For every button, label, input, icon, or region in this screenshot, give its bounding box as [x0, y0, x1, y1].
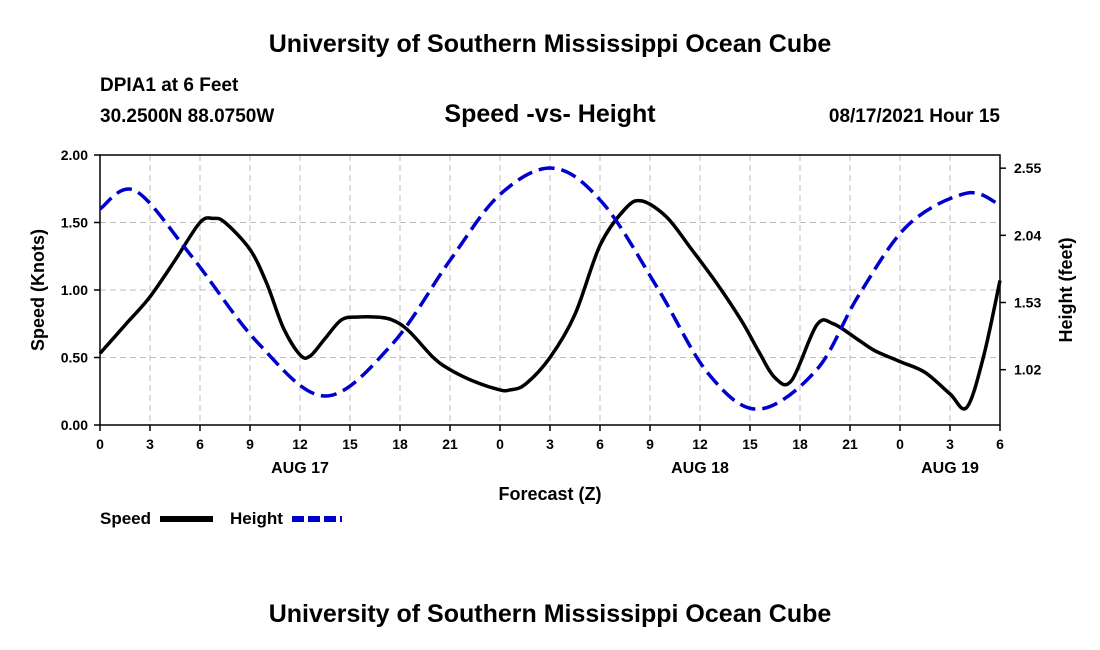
date-label: 08/17/2021 Hour 15 [828, 106, 1000, 127]
height-series-line [98, 166, 1001, 411]
x-tick-label: 21 [842, 436, 858, 452]
date-label: AUG 19 [921, 460, 979, 477]
x-tick-label: 12 [292, 436, 308, 452]
station-label: DPIA1 at 6 Feet [100, 75, 239, 96]
series [98, 166, 1002, 411]
date-label: AUG 18 [671, 460, 729, 477]
y2-tick-label: 2.04 [1014, 227, 1041, 243]
x-tick-label: 6 [996, 436, 1004, 452]
x-tick-label: 9 [246, 436, 254, 452]
grid [100, 155, 1000, 425]
y2-tick-label: 2.55 [1014, 160, 1041, 176]
x-tick-label: 3 [146, 436, 154, 452]
y-axis-label: Speed (Knots) [28, 229, 48, 351]
speed-series-line [98, 198, 1002, 411]
date-label: AUG 17 [271, 460, 329, 477]
legend-speed-label: Speed [100, 509, 151, 528]
x-tick-label: 12 [692, 436, 708, 452]
legend-height-label: Height [230, 509, 283, 528]
x-axis-label: Forecast (Z) [498, 484, 601, 504]
x-tick-label: 9 [646, 436, 654, 452]
chart-title: Speed -vs- Height [444, 100, 656, 128]
x-tick-label: 3 [546, 436, 554, 452]
title-bottom: University of Southern Mississippi Ocean… [268, 600, 832, 628]
x-tick-label: 0 [896, 436, 904, 452]
x-tick-label: 18 [392, 436, 408, 452]
legend: Speed Height [100, 509, 342, 528]
y-tick-label: 1.50 [61, 215, 88, 231]
x-tick-label: 15 [742, 436, 758, 452]
y2-tick-label: 1.02 [1014, 362, 1041, 378]
y-tick-label: 2.00 [61, 147, 88, 163]
x-tick-label: 0 [96, 436, 104, 452]
axis-ticks: 0 3 6 9 12 15 18 21 0 3 6 9 12 15 18 21 0 3 6 AUG 17 AUG 18 A… [61, 147, 1042, 477]
y-tick-label: 0.50 [61, 350, 88, 366]
x-tick-label: 21 [442, 436, 458, 452]
y-tick-label: 1.00 [61, 282, 88, 298]
x-tick-label: 6 [596, 436, 604, 452]
y-tick-label: 0.00 [61, 417, 88, 433]
x-tick-label: 3 [946, 436, 954, 452]
y2-axis-label: Height (feet) [1056, 238, 1076, 343]
coords-label: 30.2500N 88.0750W [100, 106, 275, 127]
x-tick-label: 0 [496, 436, 504, 452]
x-tick-label: 6 [196, 436, 204, 452]
x-tick-label: 18 [792, 436, 808, 452]
x-tick-label: 15 [342, 436, 358, 452]
title-top: University of Southern Mississippi Ocean… [268, 30, 832, 58]
y2-tick-label: 1.53 [1014, 295, 1041, 311]
